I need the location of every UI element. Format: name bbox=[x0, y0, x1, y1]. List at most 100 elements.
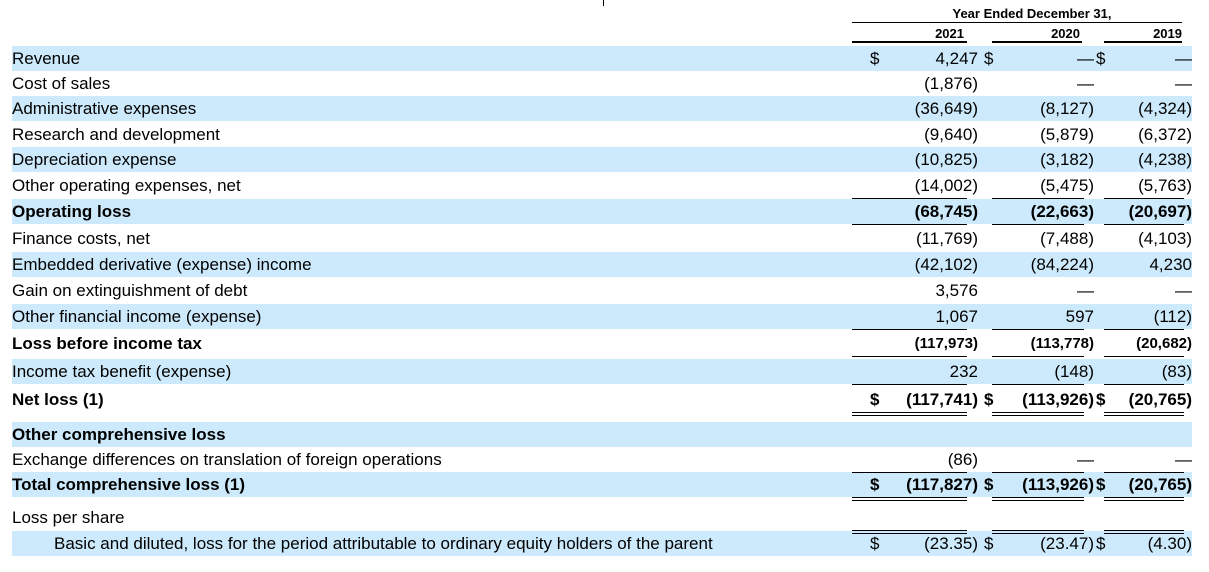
underline bbox=[992, 198, 1084, 199]
year-2019-header: 2019 bbox=[1153, 26, 1182, 41]
value-2021: (11,769) bbox=[915, 229, 978, 248]
value-2020: — bbox=[1077, 74, 1094, 93]
underline bbox=[992, 224, 1084, 225]
currency-symbol: $ bbox=[1096, 49, 1106, 68]
value-2021: 4,247 bbox=[935, 49, 978, 68]
value-2019: (20,697) bbox=[1128, 202, 1192, 221]
currency-symbol: $ bbox=[984, 49, 994, 68]
value-2019: — bbox=[1175, 49, 1192, 68]
table-row: Depreciation expense (10,825) (3,182) (4,23… bbox=[12, 147, 1192, 172]
value-2019: — bbox=[1175, 74, 1192, 93]
value-2021: (117,827) bbox=[906, 475, 978, 494]
value-2020: (5,879) bbox=[1040, 125, 1094, 144]
value-2021: (86) bbox=[947, 450, 978, 469]
value-2019: (5,763) bbox=[1138, 176, 1192, 195]
underline bbox=[852, 356, 967, 357]
year-2021-header: 2021 bbox=[935, 26, 964, 41]
value-2020: — bbox=[1077, 450, 1094, 469]
row-label: Finance costs, net bbox=[12, 229, 150, 248]
value-2019: — bbox=[1175, 450, 1192, 469]
table-row: Loss per share bbox=[12, 505, 1192, 530]
table-row: Other comprehensive loss bbox=[12, 422, 1192, 447]
underline bbox=[1104, 356, 1184, 357]
underline bbox=[852, 224, 967, 225]
double-underline bbox=[992, 412, 1084, 416]
value-2020: (7,488) bbox=[1040, 229, 1094, 248]
row-label: Other comprehensive loss bbox=[12, 425, 226, 444]
double-underline bbox=[1104, 497, 1184, 501]
double-underline bbox=[992, 497, 1084, 501]
value-2021: (42,102) bbox=[914, 255, 978, 274]
value-2019: (4.30) bbox=[1147, 534, 1192, 553]
top-tick-mark bbox=[603, 0, 604, 6]
value-2019: — bbox=[1175, 281, 1192, 300]
table-row: Cost of sales (1,876) — — bbox=[12, 71, 1192, 96]
row-label: Income tax benefit (expense) bbox=[12, 362, 232, 381]
value-2019: (4,324) bbox=[1138, 99, 1192, 118]
value-2020: (148) bbox=[1054, 362, 1094, 381]
currency-symbol: $ bbox=[984, 475, 994, 494]
underline bbox=[1104, 329, 1184, 330]
row-label: Exchange differences on translation of f… bbox=[12, 450, 442, 469]
year-2019-rule bbox=[1104, 41, 1182, 43]
value-2019: (6,372) bbox=[1138, 125, 1192, 144]
underline bbox=[992, 384, 1084, 385]
value-2019: 4,230 bbox=[1149, 255, 1192, 274]
value-2019: (20,765) bbox=[1128, 475, 1192, 494]
row-label: Loss before income tax bbox=[12, 334, 202, 353]
underline bbox=[1104, 384, 1184, 385]
row-label: Other operating expenses, net bbox=[12, 176, 241, 195]
table-row: Other financial income (expense) 1,067 597… bbox=[12, 304, 1192, 329]
double-underline bbox=[1104, 530, 1184, 534]
year-2020-header: 2020 bbox=[1051, 26, 1080, 41]
table-row: Embedded derivative (expense) income (42,… bbox=[12, 252, 1192, 277]
underline bbox=[992, 472, 1084, 473]
value-2020: (3,182) bbox=[1040, 150, 1094, 169]
value-2021: (9,640) bbox=[924, 125, 978, 144]
currency-symbol: $ bbox=[870, 49, 880, 68]
underline bbox=[992, 329, 1084, 330]
table-row: Loss before income tax (117,973) (113,778)… bbox=[12, 331, 1192, 356]
table-row: Other operating expenses, net (14,002) (5,… bbox=[12, 173, 1192, 198]
table-row: Research and development (9,640) (5,879) (6… bbox=[12, 122, 1192, 147]
underline bbox=[852, 472, 967, 473]
row-label: Revenue bbox=[12, 49, 81, 68]
table-row: Income tax benefit (expense) 232 (148) (83) bbox=[12, 359, 1192, 384]
currency-symbol: $ bbox=[1096, 390, 1106, 409]
value-2019: (4,103) bbox=[1138, 229, 1192, 248]
underline bbox=[1104, 224, 1184, 225]
value-2021: (14,002) bbox=[914, 176, 978, 195]
table-row: Finance costs, net (11,769) (7,488) (4,103) bbox=[12, 226, 1192, 251]
currency-symbol: $ bbox=[1096, 475, 1106, 494]
underline bbox=[852, 384, 967, 385]
table-row: Revenue $ $ $4,247 — — bbox=[12, 46, 1192, 71]
currency-symbol: $ bbox=[984, 390, 994, 409]
value-2021: 1,067 bbox=[935, 307, 978, 326]
underline bbox=[852, 329, 967, 330]
row-label: Depreciation expense bbox=[12, 150, 177, 169]
row-label: Cost of sales bbox=[12, 74, 111, 93]
value-2019: (4,238) bbox=[1138, 150, 1192, 169]
value-2020: (8,127) bbox=[1040, 99, 1094, 118]
underline bbox=[1104, 198, 1184, 199]
value-2021: (23.35) bbox=[924, 534, 978, 553]
value-2021: (117,973) bbox=[914, 335, 978, 352]
value-2019: (83) bbox=[1161, 362, 1192, 381]
table-row: Net loss (1) $ $ $ (117,741) (113,926) (20,765… bbox=[12, 387, 1192, 412]
value-2020: (113,926) bbox=[1022, 475, 1094, 494]
value-2020: 597 bbox=[1065, 307, 1094, 326]
double-underline bbox=[852, 412, 967, 416]
value-2021: 3,576 bbox=[935, 281, 978, 300]
value-2019: (20,765) bbox=[1128, 390, 1192, 409]
year-2020-rule bbox=[992, 41, 1082, 43]
value-2021: 232 bbox=[949, 362, 978, 381]
value-2020: (23.47) bbox=[1040, 534, 1094, 553]
double-underline bbox=[852, 497, 967, 501]
row-label: Administrative expenses bbox=[12, 99, 197, 118]
currency-symbol: $ bbox=[870, 390, 880, 409]
row-label: Other financial income (expense) bbox=[12, 307, 262, 326]
value-2020: (113,926) bbox=[1022, 390, 1094, 409]
value-2021: (36,649) bbox=[914, 99, 978, 118]
table-row: Exchange differences on translation of f… bbox=[12, 447, 1192, 472]
value-2021: (10,825) bbox=[914, 150, 978, 169]
